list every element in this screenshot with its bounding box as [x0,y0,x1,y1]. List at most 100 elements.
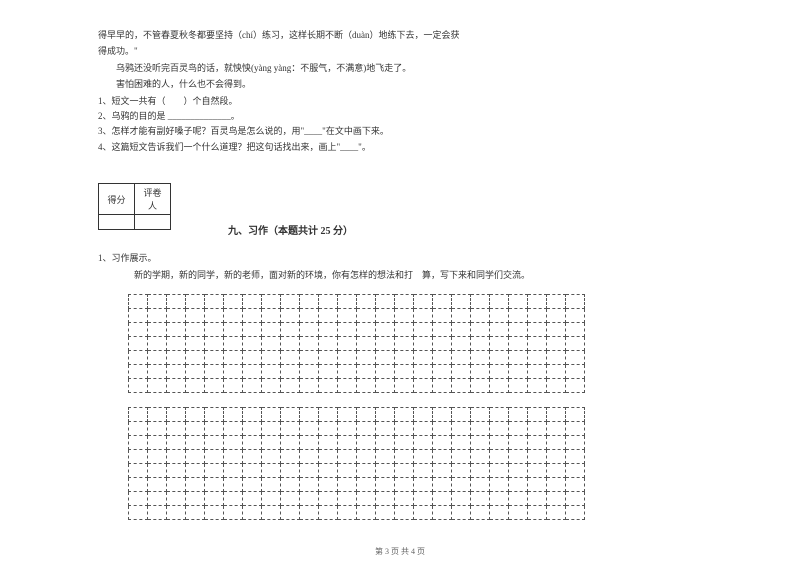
grid-cell [281,421,300,435]
grid-cell [243,350,262,364]
grid-cell [376,477,395,491]
grid-cell [243,435,262,449]
grid-cell [414,491,433,505]
grid-cell [243,477,262,491]
grid-cell [300,421,319,435]
grid-cell [281,378,300,392]
grid-cell [452,463,471,477]
grid-cell [338,491,357,505]
grid-cell [129,350,148,364]
grid-cell [414,378,433,392]
grid-cell [205,322,224,336]
grid-cell [414,407,433,421]
grid-cell [129,322,148,336]
grid-cell [433,463,452,477]
grid-cell [205,421,224,435]
grid-cell [205,491,224,505]
passage-line-4: 害怕困难的人，什么也不会得到。 [98,77,702,91]
grid-cell [528,308,547,322]
grid-cell [395,294,414,308]
grid-cell [243,336,262,350]
grid-cell [566,421,585,435]
grid-cell [566,435,585,449]
grid-cell [566,322,585,336]
grid-cell [509,336,528,350]
grid-cell [471,477,490,491]
grid-cell [566,449,585,463]
grid-cell [186,463,205,477]
grid-cell [433,477,452,491]
grid-cell [281,505,300,519]
grid-cell [376,364,395,378]
grid-cell [357,407,376,421]
grid-cell [357,336,376,350]
grid-cell [452,505,471,519]
grid-cell [205,364,224,378]
grid-cell [376,322,395,336]
grid-cell [357,350,376,364]
grid-cell [528,322,547,336]
grid-cell [205,505,224,519]
section-title: 九、习作（本题共计 25 分） [228,222,702,237]
grid-cell [319,336,338,350]
grid-cell [395,364,414,378]
grid-cell [395,505,414,519]
grid-cell [281,449,300,463]
grid-cell [357,322,376,336]
grid-cell [414,421,433,435]
grid-cell [262,505,281,519]
grid-cell [186,421,205,435]
grid-cell [509,491,528,505]
grid-cell [395,336,414,350]
grid-cell [471,421,490,435]
grid-cell [547,336,566,350]
grid-cell [262,491,281,505]
grid-cell [186,308,205,322]
grid-cell [186,350,205,364]
grid-cell [395,449,414,463]
grid-cell [433,336,452,350]
grid-cell [376,463,395,477]
grid-cell [319,322,338,336]
grid-cell [205,294,224,308]
grid-cell [167,505,186,519]
grid-cell [547,308,566,322]
grid-cell [509,435,528,449]
grid-cell [452,491,471,505]
grid-cell [566,336,585,350]
grid-cell [357,308,376,322]
grid-cell [129,378,148,392]
grid-cell [471,435,490,449]
writing-grid-container [128,294,702,520]
grid-cell [167,364,186,378]
grid-cell [148,449,167,463]
grid-cell [338,407,357,421]
grid-cell [224,477,243,491]
grid-cell [414,364,433,378]
grid-cell [243,407,262,421]
grid-cell [433,449,452,463]
grid-cell [490,477,509,491]
grid-cell [376,435,395,449]
grid-cell [528,336,547,350]
grid-cell [452,364,471,378]
grid-cell [357,491,376,505]
grid-cell [357,477,376,491]
grid-cell [471,308,490,322]
grid-cell [186,477,205,491]
grid-cell [281,350,300,364]
grid-cell [338,294,357,308]
grid-cell [167,463,186,477]
grid-cell [376,491,395,505]
grid-cell [243,505,262,519]
grid-cell [319,435,338,449]
grid-cell [357,294,376,308]
question-3: 3、怎样才能有副好嗓子呢？百灵鸟是怎么说的，用"____"在文中画下来。 [98,124,702,138]
grid-cell [129,308,148,322]
grid-cell [490,308,509,322]
grid-cell [243,294,262,308]
grid-cell [566,350,585,364]
grid-cell [167,308,186,322]
grid-cell [148,477,167,491]
grid-cell [395,477,414,491]
